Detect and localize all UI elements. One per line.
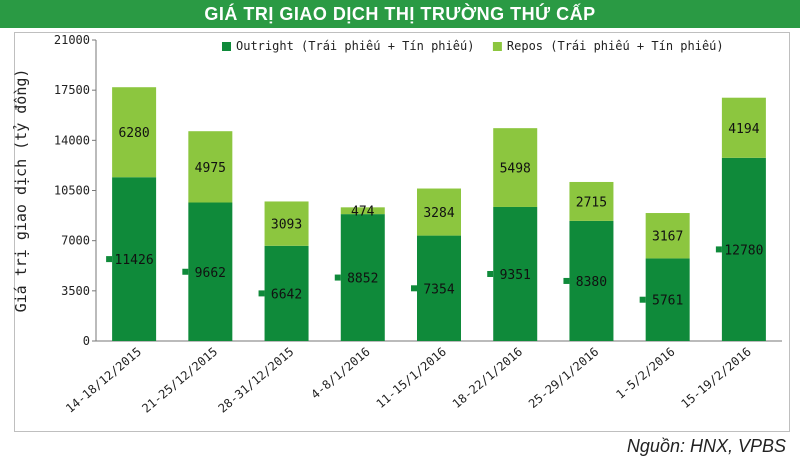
outright-data-label: 8852 [347,272,378,287]
repos-data-label: 4194 [728,122,759,137]
outright-label-marker [563,277,570,284]
outright-data-label: 8380 [576,275,607,290]
bar-repos [417,188,461,236]
legend-label-repos: Repos (Trái phiếu + Tín phiếu) [507,39,724,53]
x-category-label: 4-8/1/2016 [308,345,372,402]
x-category-label: 21-25/12/2015 [139,345,220,416]
repos-data-label: 3167 [652,230,683,245]
outright-data-label: 9351 [500,268,531,283]
outright-label-marker [715,246,722,253]
outright-data-label: 6642 [271,287,302,302]
y-tick-label: 7000 [61,234,90,248]
legend-swatch-outright [222,42,231,51]
outright-label-marker [334,274,341,281]
bar-repos [340,207,385,215]
bar-outright [493,206,538,341]
repos-data-label: 3284 [423,206,454,221]
repos-data-label: 4975 [195,161,226,176]
outright-data-label: 11426 [115,253,154,268]
bar-repos [493,128,538,207]
bar-outright [721,157,766,341]
bar-outright [112,177,157,341]
legend-swatch-repos [492,42,502,51]
repos-data-label: 474 [351,205,375,220]
y-tick-label: 21000 [54,33,90,47]
x-category-label: 1-5/2/2016 [613,345,677,402]
title-bar [0,0,800,28]
bar-outright [264,245,309,341]
bar-repos [569,181,614,221]
bar-repos [112,87,157,178]
bar-repos [188,131,233,203]
repos-data-label: 5498 [500,162,531,177]
x-category-label: 15-19/2/2016 [678,345,753,411]
y-tick-label: 0 [83,334,90,348]
bar-repos [645,213,690,259]
x-category-label: 25-29/1/2016 [526,345,601,411]
y-axis-title: Giá trị giao dịch (tỷ đồng) [12,69,30,313]
legend-label-outright: Outright (Trái phiếu + Tín phiếu) [236,39,474,53]
x-category-label: 11-15/1/2016 [374,345,449,411]
x-category-label: 28-31/12/2015 [216,345,297,416]
bar-repos [264,201,309,246]
outright-data-label: 7354 [423,282,454,297]
source-note: Nguồn: HNX, VPBS [626,436,786,456]
bar-outright [417,235,461,341]
outright-label-marker [106,256,113,263]
outright-label-marker [639,296,646,303]
y-tick-label: 14000 [54,133,90,147]
outright-data-label: 5761 [652,294,683,309]
plot-frame [14,32,790,432]
outright-label-marker [182,268,189,275]
outright-label-marker [258,290,265,297]
y-tick-label: 3500 [61,284,90,298]
bar-outright [569,220,614,341]
bar-outright [188,202,233,341]
x-category-label: 18-22/1/2016 [450,345,525,411]
outright-data-label: 12780 [724,243,763,258]
x-category-label: 14-18/12/2015 [63,345,144,416]
outright-label-marker [411,285,417,292]
outright-data-label: 9662 [195,266,226,281]
outright-label-marker [487,270,494,277]
chart-title: GIÁ TRỊ GIAO DỊCH THỊ TRƯỜNG THỨ CẤP [204,4,596,24]
repos-data-label: 6280 [118,126,149,141]
y-tick-label: 17500 [54,83,90,97]
bar-outright [340,214,385,341]
repos-data-label: 2715 [576,195,607,210]
bar-outright [645,258,690,341]
bar-repos [721,97,766,158]
repos-data-label: 3093 [271,218,302,233]
y-tick-label: 10500 [54,184,90,198]
